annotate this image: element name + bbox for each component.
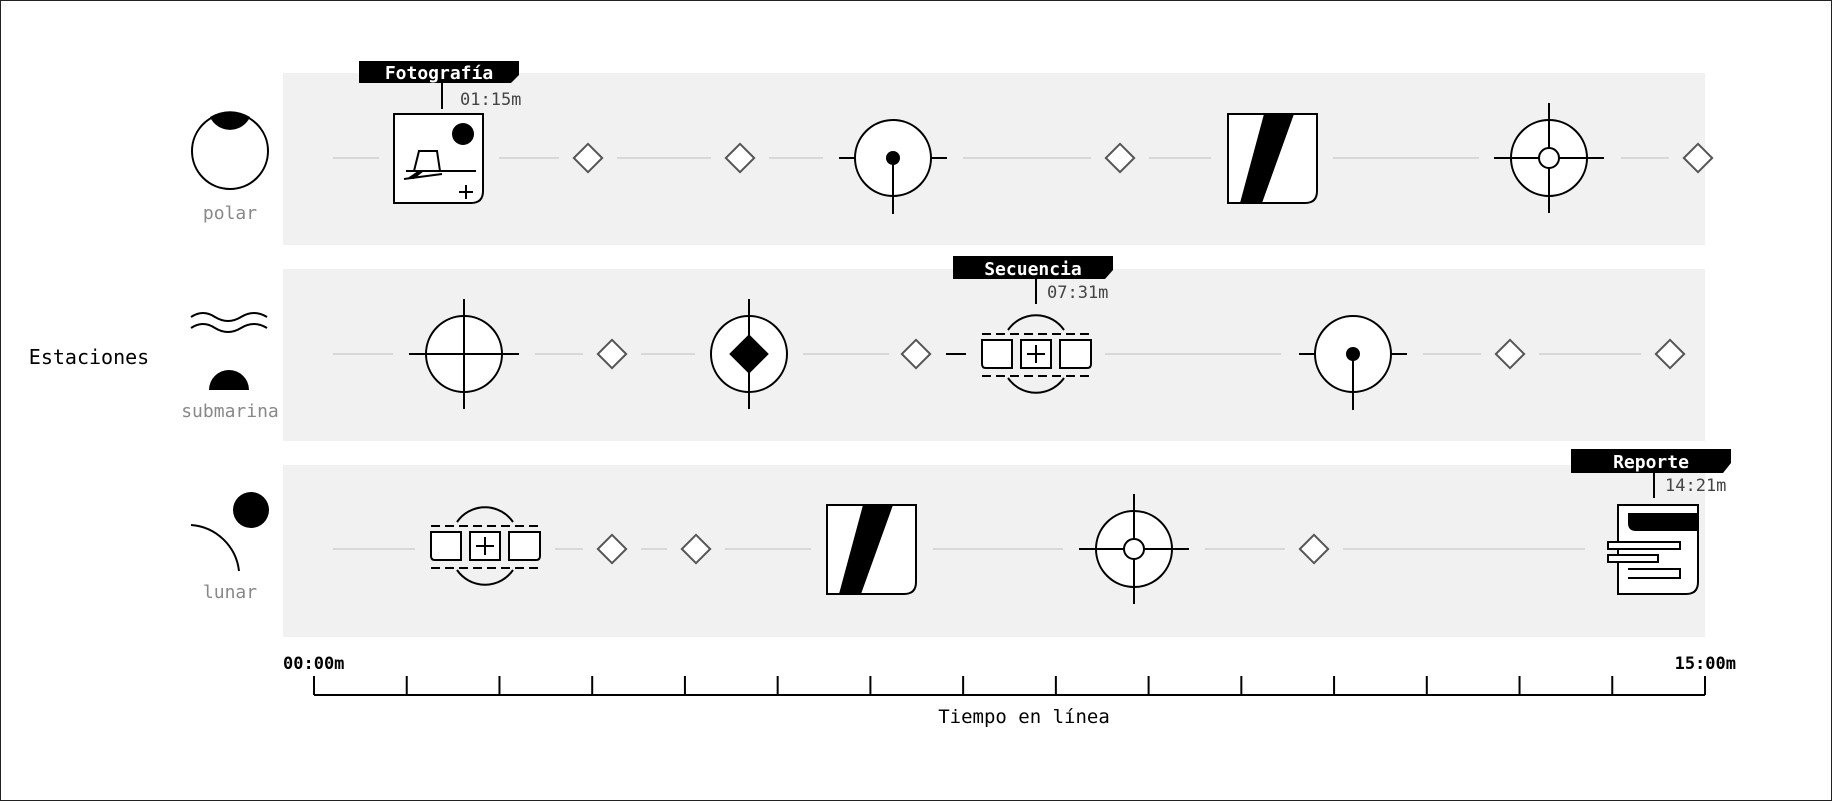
callout-label: Secuencia <box>984 259 1082 280</box>
target-icon <box>1079 494 1189 604</box>
slash-panel-icon <box>826 504 917 595</box>
diamond-target-icon <box>710 299 788 409</box>
axis-ticks <box>313 676 1706 695</box>
callout-reporte: Reporte 14:21m <box>1571 449 1731 498</box>
row-label: lunar <box>203 582 257 603</box>
photo-icon <box>393 113 484 204</box>
callout-time: 07:31m <box>1047 283 1108 303</box>
crosshair-icon <box>409 299 519 409</box>
callout-time: 01:15m <box>460 90 521 110</box>
row-submarina: submarina <box>181 269 1705 441</box>
callout-label: Reporte <box>1613 452 1689 473</box>
callout-secuencia: Secuencia 07:31m <box>953 256 1113 304</box>
callout-fotografia: Fotografía 01:15m <box>359 61 521 110</box>
axis-end-label: 15:00m <box>1675 654 1736 674</box>
time-axis: 00:00m 15:00m Tiempo en línea <box>283 654 1736 728</box>
row-lunar: lunar <box>190 465 1705 637</box>
row-band <box>283 73 1705 245</box>
row-label: polar <box>203 203 257 224</box>
report-document-icon <box>1607 504 1699 595</box>
row-label: submarina <box>181 401 279 422</box>
axis-title: Tiempo en línea <box>938 706 1110 728</box>
polar-station-icon <box>191 111 269 190</box>
target-icon <box>1494 103 1604 213</box>
sequence-module-icon <box>430 506 541 586</box>
callout-time: 14:21m <box>1665 476 1726 496</box>
submarine-station-icon <box>190 312 268 390</box>
probe-icon <box>1299 315 1407 410</box>
probe-icon <box>839 119 947 214</box>
slash-panel-icon <box>1227 113 1318 204</box>
sequence-module-icon <box>946 314 1092 394</box>
axis-start-label: 00:00m <box>283 654 344 674</box>
callout-label: Fotografía <box>385 63 493 84</box>
axis-group-label: Estaciones <box>29 345 149 369</box>
row-polar: polar <box>191 73 1714 245</box>
lunar-station-icon <box>190 492 269 572</box>
